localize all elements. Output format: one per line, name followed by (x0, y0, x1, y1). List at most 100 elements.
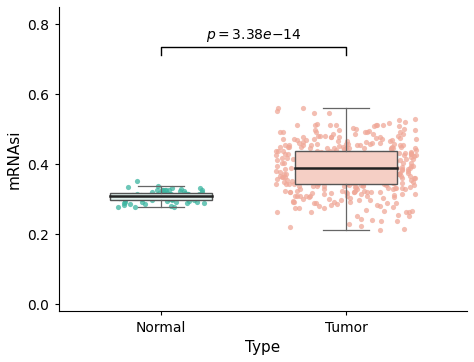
Point (297, 186, 304, 192)
Point (303, 179, 311, 185)
Point (331, 169, 339, 175)
Point (393, 218, 401, 224)
Point (381, 181, 388, 187)
Point (407, 160, 415, 166)
Point (390, 168, 398, 174)
Point (356, 142, 364, 148)
Point (298, 166, 305, 172)
Point (146, 192, 153, 198)
Point (407, 163, 415, 169)
Point (354, 143, 361, 148)
Point (138, 196, 146, 202)
Point (379, 122, 387, 128)
Point (390, 142, 398, 147)
Point (293, 137, 301, 143)
Point (302, 193, 310, 198)
Point (319, 173, 327, 179)
Point (148, 198, 156, 203)
Point (356, 172, 364, 178)
Point (310, 164, 318, 170)
Point (166, 191, 174, 197)
Point (404, 167, 411, 172)
Point (379, 150, 387, 156)
Point (339, 144, 346, 150)
Point (382, 180, 390, 186)
Point (312, 199, 320, 205)
Point (295, 140, 303, 146)
Point (395, 117, 403, 123)
Point (202, 194, 210, 200)
Point (273, 148, 280, 154)
Point (141, 202, 149, 207)
Point (332, 122, 339, 128)
Point (198, 189, 206, 195)
Point (343, 189, 350, 195)
Point (296, 151, 304, 157)
Point (408, 208, 416, 214)
Point (195, 191, 202, 197)
Point (186, 193, 194, 199)
Point (164, 192, 171, 198)
Point (373, 122, 381, 127)
Point (313, 157, 320, 163)
Point (330, 153, 337, 159)
Point (298, 162, 305, 168)
Point (352, 185, 360, 190)
Point (376, 227, 384, 233)
Point (368, 217, 375, 223)
Point (363, 129, 370, 135)
Point (335, 151, 342, 157)
Point (384, 185, 392, 191)
Point (288, 178, 296, 184)
Point (320, 186, 328, 191)
Point (346, 221, 353, 227)
Point (411, 175, 419, 181)
Point (120, 202, 128, 208)
Point (346, 163, 354, 169)
Point (168, 196, 175, 202)
Point (391, 176, 398, 182)
Point (280, 148, 287, 154)
Point (307, 209, 314, 215)
Point (385, 120, 392, 126)
Point (321, 151, 329, 157)
Point (343, 138, 350, 144)
Point (360, 145, 368, 151)
Point (340, 158, 348, 164)
Point (121, 197, 128, 203)
Point (278, 174, 285, 180)
Point (283, 177, 291, 183)
Point (327, 202, 335, 208)
Point (296, 163, 303, 168)
X-axis label: Type: Type (245, 340, 281, 355)
Point (399, 143, 406, 148)
Point (346, 195, 354, 201)
Point (346, 182, 353, 188)
Point (390, 205, 397, 210)
Point (326, 178, 333, 184)
Point (280, 171, 288, 177)
Point (293, 194, 301, 199)
Point (389, 137, 396, 143)
Point (282, 171, 290, 177)
Point (365, 158, 372, 164)
Point (308, 142, 315, 148)
Point (326, 176, 333, 182)
Point (349, 176, 356, 182)
Point (376, 203, 384, 209)
Point (182, 190, 189, 195)
Point (183, 192, 191, 198)
Point (285, 144, 293, 150)
Point (397, 129, 404, 134)
Point (398, 164, 406, 170)
Point (313, 142, 321, 147)
Point (289, 199, 297, 205)
Point (281, 166, 289, 172)
Point (356, 168, 364, 174)
Point (346, 167, 353, 172)
Point (405, 214, 413, 219)
Point (164, 190, 171, 196)
Point (357, 191, 365, 197)
Point (382, 182, 389, 188)
Point (148, 190, 155, 195)
